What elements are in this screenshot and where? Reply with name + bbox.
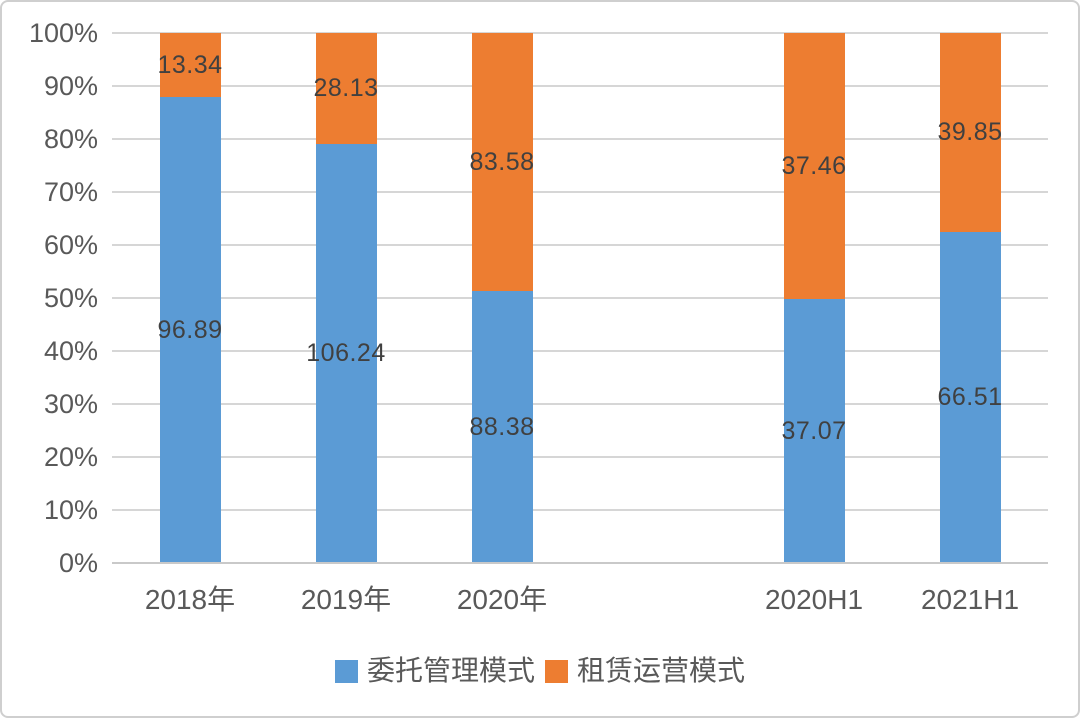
y-axis-tick-label: 80% <box>43 124 98 154</box>
legend-swatch-icon <box>545 659 568 683</box>
bar-segment-委托管理模式 <box>939 231 1001 563</box>
bar-segment-租赁运营模式 <box>159 33 221 98</box>
bar-2019年 <box>315 33 377 563</box>
legend-label: 委托管理模式 <box>366 655 535 686</box>
gridline <box>112 32 1048 34</box>
gridline <box>112 350 1048 352</box>
y-axis-tick-label: 50% <box>43 283 98 313</box>
gridline <box>112 509 1048 511</box>
y-axis-tick-label: 0% <box>58 548 98 578</box>
y-axis-tick-label: 60% <box>43 230 98 260</box>
legend-item: 租赁运营模式 <box>545 655 745 687</box>
bar-segment-委托管理模式 <box>783 299 845 563</box>
bar-2020H1 <box>783 33 845 563</box>
y-axis-tick-label: 70% <box>43 177 98 207</box>
plot-area <box>112 32 1048 564</box>
bar-segment-委托管理模式 <box>159 97 221 563</box>
legend-swatch-icon <box>334 659 358 683</box>
legend-label: 租赁运营模式 <box>577 655 746 686</box>
bar-segment-租赁运营模式 <box>783 33 845 300</box>
bar-2020年 <box>471 33 533 563</box>
x-axis-category-label: 2020H1 <box>764 584 864 615</box>
bar-segment-租赁运营模式 <box>939 33 1001 232</box>
gridline <box>112 138 1048 140</box>
bar-segment-租赁运营模式 <box>315 33 377 144</box>
bar-2018年 <box>159 33 221 563</box>
bar-segment-租赁运营模式 <box>471 33 533 291</box>
legend: 委托管理模式 租赁运营模式 <box>2 655 1078 687</box>
y-axis-tick-label: 20% <box>43 442 98 472</box>
y-axis-tick-label: 30% <box>43 389 98 419</box>
legend-item: 委托管理模式 <box>334 655 535 687</box>
x-axis-category-label: 2021H1 <box>920 584 1020 615</box>
bar-2021H1 <box>939 33 1001 563</box>
bar-segment-委托管理模式 <box>471 290 533 563</box>
gridline <box>112 297 1048 299</box>
x-axis-category-label: 2018年 <box>144 584 236 615</box>
x-axis-category-label: 2019年 <box>300 584 392 615</box>
gridline <box>112 403 1048 405</box>
x-axis-category-label: 2020年 <box>456 584 548 615</box>
y-axis-tick-label: 90% <box>43 71 98 101</box>
y-axis-tick-label: 100% <box>28 18 98 48</box>
bar-segment-委托管理模式 <box>315 143 377 563</box>
x-axis-line <box>112 562 1048 564</box>
gridline <box>112 244 1048 246</box>
y-axis-tick-label: 40% <box>43 336 98 366</box>
gridline <box>112 85 1048 87</box>
gridline <box>112 191 1048 193</box>
gridline <box>112 456 1048 458</box>
y-axis-tick-label: 10% <box>43 495 98 525</box>
